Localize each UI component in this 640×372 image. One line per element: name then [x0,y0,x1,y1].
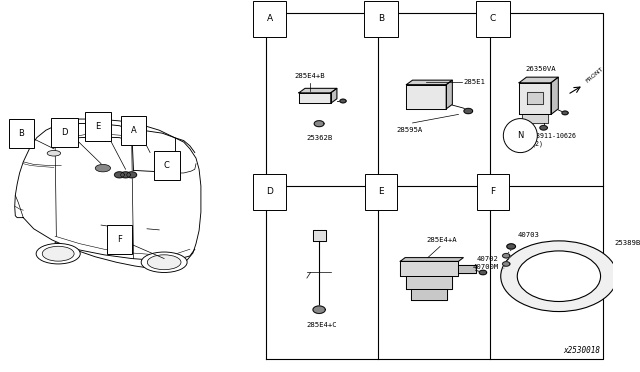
Text: N: N [517,131,524,140]
Polygon shape [540,126,547,130]
Text: FRONT: FRONT [585,66,604,84]
Polygon shape [115,172,124,178]
Polygon shape [313,306,325,313]
Text: C: C [490,14,496,23]
Polygon shape [313,230,326,241]
Text: D: D [266,187,273,196]
Ellipse shape [47,151,61,156]
Polygon shape [446,80,452,109]
Ellipse shape [42,246,74,261]
Ellipse shape [141,252,187,272]
Text: 26350VA: 26350VA [525,66,556,73]
Text: 25389B: 25389B [614,240,640,246]
Polygon shape [412,289,447,301]
Polygon shape [523,126,530,130]
Polygon shape [127,172,136,178]
Polygon shape [458,265,476,273]
Polygon shape [406,80,452,85]
Text: 40702: 40702 [477,256,499,263]
Text: 40700M: 40700M [472,264,499,270]
Polygon shape [406,85,446,109]
Text: 40703: 40703 [517,232,539,238]
Polygon shape [551,77,558,115]
Text: 25362B: 25362B [306,135,332,141]
Text: 285E1: 285E1 [463,79,485,86]
Polygon shape [331,89,337,103]
Text: A: A [131,126,136,135]
Text: 285E4+B: 285E4+B [294,73,325,79]
Text: A: A [266,14,273,23]
Ellipse shape [95,164,111,172]
Ellipse shape [147,255,181,270]
Text: (2): (2) [531,141,543,147]
Polygon shape [479,270,486,275]
Polygon shape [562,111,568,115]
Text: F: F [490,187,495,196]
Polygon shape [507,244,515,249]
Polygon shape [299,93,331,103]
Text: F: F [117,235,122,244]
Polygon shape [464,109,472,113]
Polygon shape [314,121,324,126]
Polygon shape [406,276,452,289]
Text: C: C [164,161,170,170]
Polygon shape [400,262,458,276]
Text: 08911-10626: 08911-10626 [532,132,577,139]
Polygon shape [519,83,551,115]
Polygon shape [527,92,543,104]
Text: 285E4+C: 285E4+C [307,321,337,328]
Polygon shape [502,262,510,266]
Text: B: B [378,14,384,23]
Ellipse shape [36,244,80,264]
Text: B: B [19,129,24,138]
Polygon shape [299,89,337,93]
Text: 285E4+A: 285E4+A [426,237,456,244]
Text: E: E [95,122,100,131]
Polygon shape [522,115,548,123]
Polygon shape [121,172,131,178]
Polygon shape [502,254,510,258]
Text: E: E [378,187,384,196]
Text: 28595A: 28595A [396,127,422,133]
Polygon shape [519,77,558,83]
Polygon shape [340,99,346,103]
Text: x2530018: x2530018 [563,346,600,355]
Polygon shape [400,257,463,262]
Text: D: D [61,128,68,137]
